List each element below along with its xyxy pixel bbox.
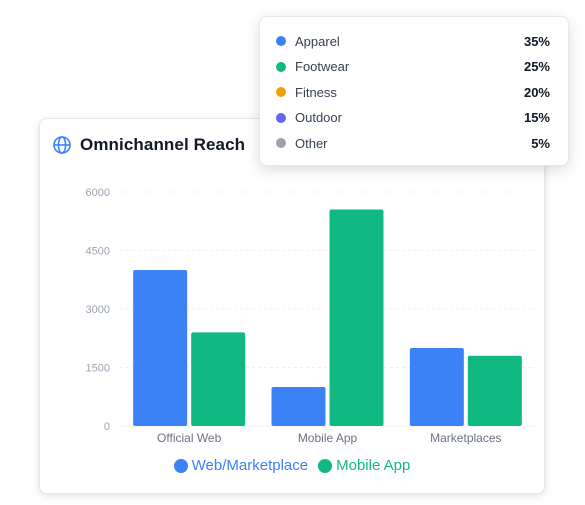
x-tick-label: Official Web — [157, 431, 222, 445]
bar-mobile-app-web[interactable] — [271, 387, 326, 426]
chart-legend: Web/Marketplace Mobile App — [40, 457, 544, 474]
omnichannel-reach-card: Omnichannel Reach 0 1500 3000 4500 6000 Offic… — [39, 118, 545, 494]
bar-official-web-mobile[interactable] — [191, 332, 246, 426]
popover-value: 35% — [523, 33, 550, 49]
popover-value: 5% — [531, 135, 550, 151]
popover-label: Footwear — [295, 59, 350, 74]
color-dot — [276, 138, 286, 148]
color-dot — [276, 36, 286, 46]
popover-value: 25% — [523, 59, 550, 74]
popover-label: Fitness — [295, 84, 337, 100]
y-tick-label: 4500 — [86, 246, 110, 258]
legend-label: Mobile App — [336, 457, 411, 474]
card-header: Omnichannel Reach — [52, 135, 245, 155]
y-tick-label: 6000 — [86, 187, 110, 199]
bar-marketplaces-web[interactable] — [409, 348, 464, 426]
popover-row-apparel: Apparel 35% — [276, 31, 550, 51]
legend-label: Web/Marketplace — [191, 457, 309, 474]
legend-swatch — [173, 458, 188, 473]
y-tick-label: 3000 — [86, 304, 110, 316]
popover-row-outdoor: Outdoor 15% — [276, 108, 550, 128]
legend-item-web-marketplace[interactable]: Web/Marketplace — [173, 457, 309, 474]
category-share-popover: Apparel 35% Footwear 25% Fitness 20% Outdoor 15… — [259, 16, 569, 166]
card-title: Omnichannel Reach — [80, 135, 246, 154]
bar-marketplaces-mobile[interactable] — [467, 355, 522, 426]
bar-mobile-app-mobile[interactable] — [329, 209, 384, 426]
x-tick-label: Marketplaces — [430, 431, 501, 445]
color-dot — [276, 61, 286, 72]
color-dot — [276, 87, 286, 97]
bar-chart: 0 1500 3000 4500 6000 Official Web Mobile App M… — [86, 187, 535, 445]
popover-label: Outdoor — [295, 110, 342, 125]
popover-row-fitness: Fitness 20% — [276, 82, 550, 102]
popover-label: Apparel — [295, 33, 340, 49]
popover-row-footwear: Footwear 25% — [276, 57, 550, 77]
globe-icon — [52, 135, 72, 155]
legend-swatch — [318, 458, 333, 473]
legend-item-mobile-app[interactable]: Mobile App — [318, 457, 410, 474]
popover-value: 15% — [523, 110, 550, 125]
y-tick-label: 0 — [104, 421, 110, 433]
color-dot — [276, 112, 286, 123]
popover-label: Other — [295, 135, 328, 151]
popover-value: 20% — [523, 84, 550, 100]
y-tick-label: 1500 — [86, 363, 110, 375]
x-tick-label: Mobile App — [298, 431, 358, 445]
bar-official-web-web[interactable] — [133, 270, 188, 426]
popover-row-other: Other 5% — [276, 133, 550, 153]
